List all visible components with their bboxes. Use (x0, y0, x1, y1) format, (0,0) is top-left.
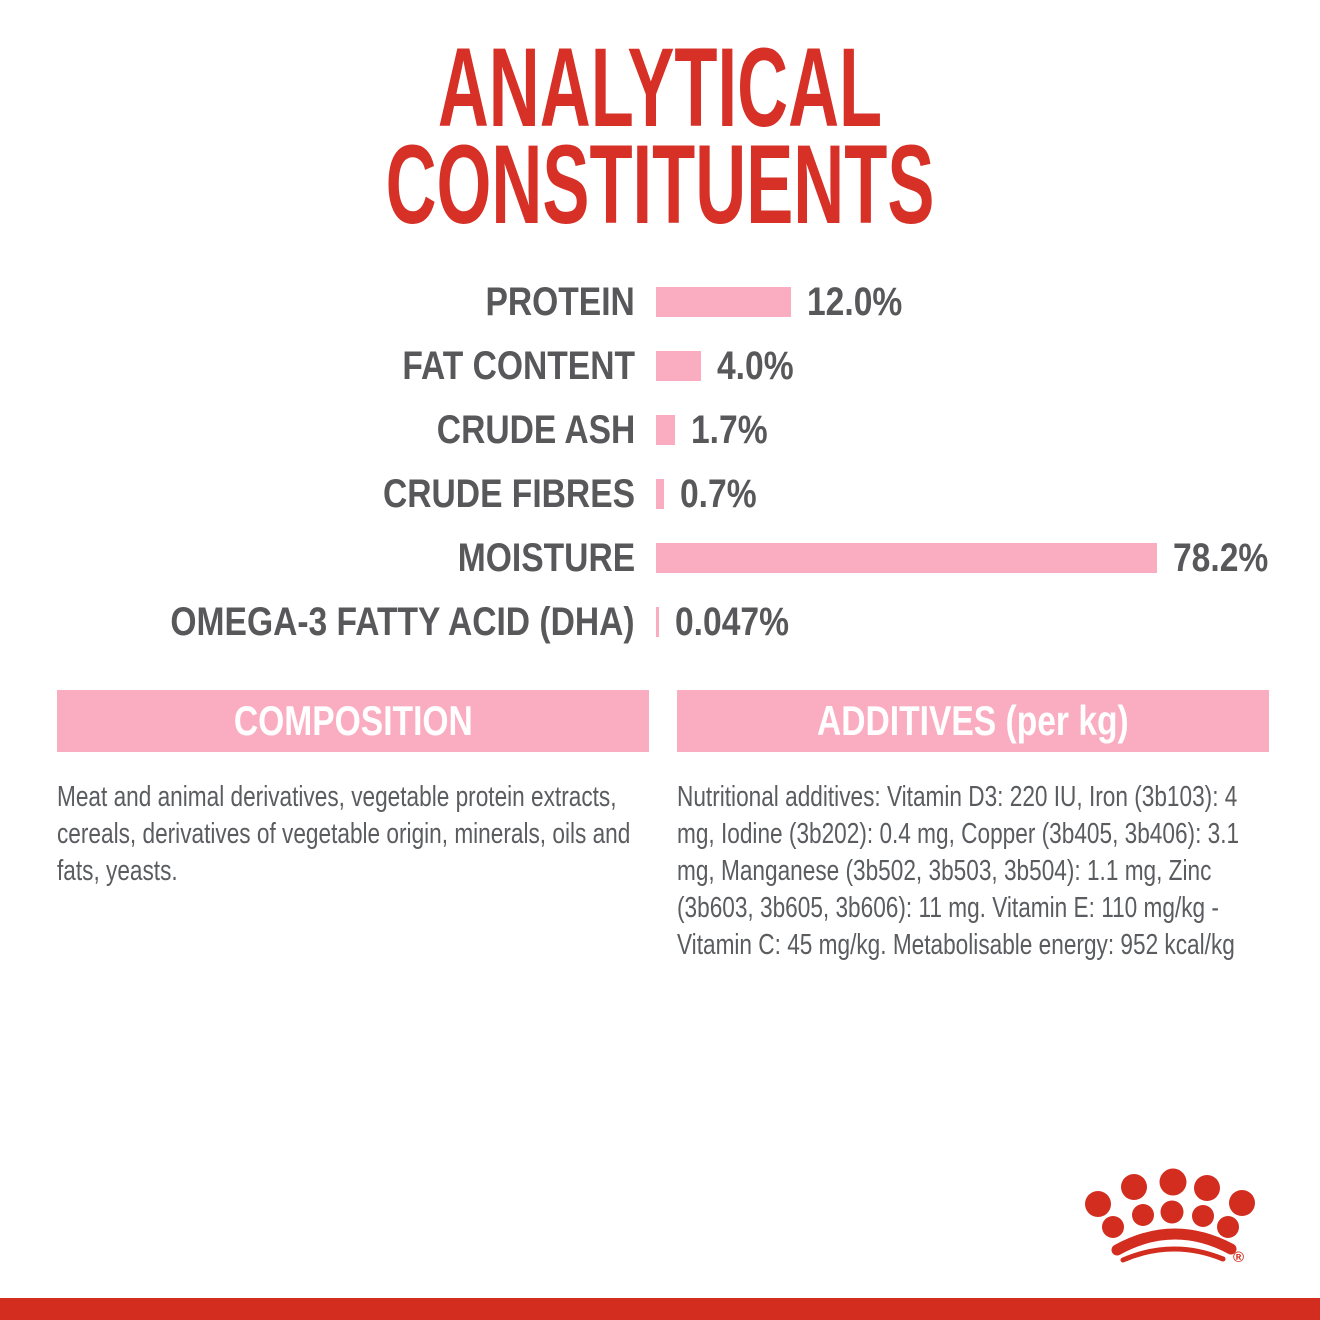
bar (656, 543, 1157, 573)
chart-row: FAT CONTENT 4.0% (0, 334, 1320, 398)
additives-header-label: ADDITIVES (per kg) (817, 697, 1129, 744)
bar (656, 607, 659, 637)
bar-value-label: 4.0% (717, 343, 794, 388)
chart-row: CRUDE ASH 1.7% (0, 398, 1320, 462)
page-title-line2: CONSTITUENTS (385, 122, 935, 247)
chart-row: PROTEIN 12.0% (0, 270, 1320, 334)
bar-category-label: MOISTURE (457, 535, 635, 580)
bar-category-label: CRUDE ASH (436, 407, 635, 452)
bar (656, 415, 676, 445)
page-title-line1: ANALYTICAL (437, 25, 883, 150)
bar-category-label: FAT CONTENT (402, 343, 635, 388)
royal-canin-crown-icon: ® (1085, 1168, 1255, 1266)
additives-body: Nutritional additives: Vitamin D3: 220 I… (677, 781, 1240, 961)
registered-trademark-symbol: ® (1233, 1249, 1244, 1266)
composition-section: COMPOSITION Meat and animal derivatives,… (57, 690, 649, 964)
bar-value-label: 1.7% (691, 407, 768, 452)
chart-row: OMEGA-3 FATTY ACID (DHA) 0.047% (0, 590, 1320, 654)
composition-header: COMPOSITION (57, 690, 649, 752)
info-columns: COMPOSITION Meat and animal derivatives,… (57, 690, 1269, 964)
analytical-constituents-chart: PROTEIN 12.0% FAT CONTENT 4.0% CRUDE ASH 1.7%… (0, 270, 1320, 654)
additives-header: ADDITIVES (per kg) (677, 690, 1269, 752)
bar-category-label: CRUDE FIBRES (382, 471, 635, 516)
page-title: ANALYTICAL CONSTITUENTS (244, 32, 1076, 241)
bar (656, 287, 791, 317)
bar-category-label: PROTEIN (485, 279, 635, 324)
bar-category-label: OMEGA-3 FATTY ACID (DHA) (170, 599, 635, 644)
bar-value-label: 12.0% (807, 279, 903, 324)
composition-header-label: COMPOSITION (233, 697, 473, 744)
bar (656, 351, 701, 381)
additives-section: ADDITIVES (per kg) Nutritional additives… (677, 690, 1269, 964)
chart-row: MOISTURE 78.2% (0, 526, 1320, 590)
bar (656, 479, 664, 509)
bottom-red-strip (0, 1298, 1320, 1320)
bar-value-label: 0.047% (674, 599, 789, 644)
bar-value-label: 0.7% (679, 471, 757, 516)
composition-body: Meat and animal derivatives, vegetable p… (57, 781, 631, 887)
bar-value-label: 78.2% (1173, 535, 1269, 580)
chart-row: CRUDE FIBRES 0.7% (0, 462, 1320, 526)
